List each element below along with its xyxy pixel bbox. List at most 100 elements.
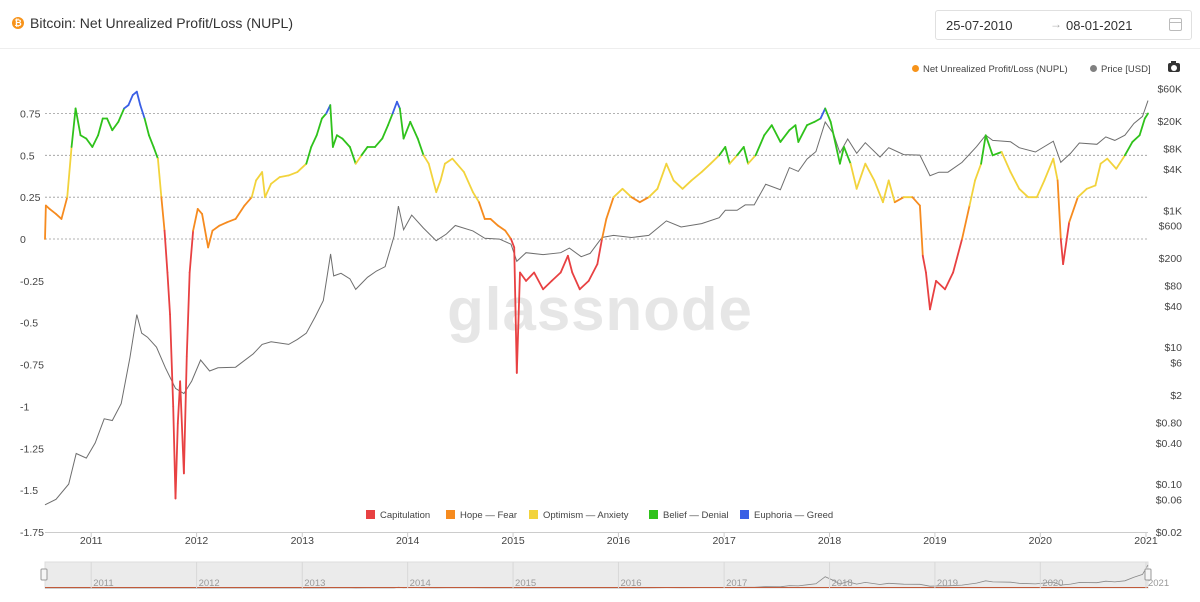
navigator-handle-right[interactable]: [1144, 568, 1152, 581]
nupl-segment: [1052, 157, 1059, 182]
nupl-segment: [1068, 196, 1079, 224]
nupl-segment: [824, 107, 832, 123]
y-left-tick-label: -0.25: [20, 276, 44, 288]
legend-swatch: [529, 510, 538, 519]
nupl-segment: [567, 254, 574, 274]
nupl-segment: [336, 134, 344, 140]
nupl-segment: [192, 208, 199, 232]
nupl-series: [44, 90, 1149, 500]
nupl-segment: [991, 151, 1003, 157]
nupl-segment: [127, 94, 134, 107]
nupl-segment: [754, 134, 766, 157]
y-right-tick-label: $0.02: [1156, 527, 1182, 539]
nupl-segment: [630, 196, 641, 204]
nupl-segment: [571, 271, 581, 291]
y-left-tick-label: 0.25: [20, 192, 41, 204]
nupl-segment: [855, 162, 867, 190]
y-right-tick-label: $10: [1164, 342, 1182, 354]
nupl-segment: [310, 134, 318, 148]
nupl-segment: [1059, 238, 1065, 266]
nupl-segment: [391, 100, 398, 115]
nupl-segment: [226, 218, 237, 224]
navigator-tick-label: 2013: [304, 578, 325, 589]
nupl-segment: [1085, 184, 1097, 190]
nupl-segment: [638, 196, 650, 204]
nupl-segment: [278, 174, 290, 178]
y-right-tick-label: $60K: [1157, 84, 1182, 96]
nupl-segment: [156, 157, 163, 199]
legend-label-nupl: Net Unrealized Profit/Loss (NUPL): [923, 64, 1068, 75]
nupl-segment: [74, 107, 82, 137]
nupl-segment: [60, 196, 69, 220]
y-left-tick-label: -1.5: [20, 485, 38, 497]
legend-item-nupl[interactable]: Net Unrealized Profit/Loss (NUPL): [912, 64, 1068, 75]
nupl-segment: [331, 134, 338, 148]
nupl-segment: [341, 137, 351, 148]
date-start-input[interactable]: 25-07-2010: [946, 18, 1013, 33]
nupl-segment: [728, 154, 739, 165]
nupl-segment: [839, 146, 845, 165]
nupl-segment: [510, 238, 516, 249]
zone-legend: Capitulation Hope — Fear Optimism — Anxiet…: [366, 510, 833, 521]
calendar-icon[interactable]: [1169, 18, 1182, 31]
nupl-segment: [513, 246, 518, 374]
y-right-tick-label: $4K: [1163, 164, 1182, 176]
nupl-segment: [736, 146, 745, 157]
nupl-segment: [605, 196, 615, 220]
nupl-segment: [770, 124, 782, 143]
nupl-segment: [911, 196, 921, 207]
nupl-segment: [742, 146, 749, 165]
nupl-segment: [1056, 179, 1062, 240]
nupl-segment: [587, 263, 599, 282]
chart-header: ₿ Bitcoin: Net Unrealized Profit/Loss (N…: [0, 0, 1200, 48]
nupl-segment: [463, 171, 474, 194]
x-axis: 2011 2012 2013 2014 2015 2016 2017 2018 2019 2020…: [45, 532, 1158, 547]
date-end-input[interactable]: 08-01-2021: [1066, 18, 1133, 33]
nupl-segment: [1094, 162, 1102, 187]
nupl-segment: [596, 238, 603, 266]
x-tick-label: 2011: [80, 535, 103, 547]
nupl-segment: [163, 229, 169, 274]
nupl-segment: [656, 162, 668, 190]
nupl-segment: [984, 134, 994, 157]
nupl-segment: [504, 229, 512, 240]
range-navigator[interactable]: 2011 2012 2013 2014 2015 2016 2017 2018 2019 2020…: [40, 561, 1169, 589]
y-right-tick-label: $0.80: [1156, 417, 1182, 429]
nupl-segment: [806, 120, 816, 127]
nupl-segment: [255, 171, 264, 182]
right-y-axis: $60K $20K $8K $4K $1K $600 $200 $80 $40 $10 $6 $2 $0…: [1156, 84, 1182, 539]
camera-icon[interactable]: [1168, 61, 1180, 72]
nupl-segment: [270, 176, 281, 185]
legend-item-price[interactable]: Price [USD]: [1090, 64, 1151, 75]
nupl-segment: [427, 162, 438, 194]
nupl-segment: [849, 162, 858, 190]
nupl-segment: [612, 187, 624, 199]
y-right-tick-label: $8K: [1163, 143, 1182, 155]
nupl-segment: [315, 117, 323, 137]
nupl-segment: [422, 154, 430, 165]
date-range-picker[interactable]: 25-07-2010 → 08-01-2021: [935, 10, 1192, 40]
legend-label: Belief — Denial: [663, 510, 728, 521]
x-tick-label: 2016: [607, 535, 631, 547]
legend-swatch: [366, 510, 375, 519]
nupl-segment: [925, 271, 931, 311]
legend-label-price: Price [USD]: [1101, 64, 1151, 75]
nupl-segment: [143, 117, 150, 137]
nupl-segment: [690, 171, 703, 182]
y-right-tick-label: $200: [1159, 253, 1183, 265]
left-y-axis: 0.75 0.5 0.25 0 -0.25 -0.5 -0.75 -1 -1.25 -1.5 -1.…: [20, 108, 44, 539]
nupl-segment: [152, 146, 159, 160]
nupl-segment: [478, 201, 486, 220]
nupl-segment: [1143, 112, 1149, 120]
navigator-handle-left[interactable]: [40, 568, 48, 581]
navigator-tick-label: 2018: [832, 578, 853, 589]
nupl-segment: [489, 218, 499, 227]
nupl-segment: [70, 107, 77, 148]
nupl-segment: [201, 213, 210, 249]
nupl-segment: [952, 238, 963, 274]
nupl-segment: [261, 171, 266, 199]
nupl-segment: [935, 279, 946, 291]
nupl-segment: [533, 271, 544, 291]
price-series: [44, 100, 1149, 506]
